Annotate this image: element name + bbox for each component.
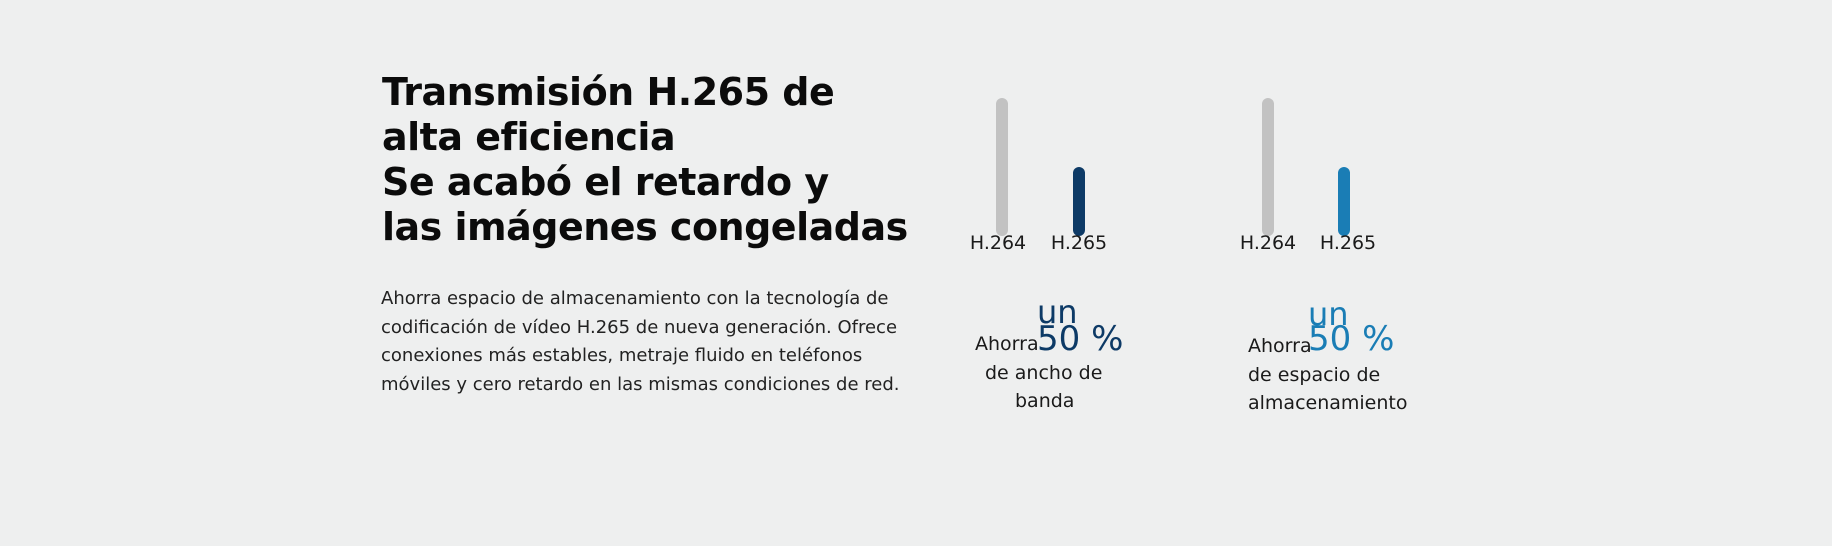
section-title: Transmisión H.265 de alta eficiencia Se … xyxy=(382,70,942,250)
caption-line: de ancho de xyxy=(985,362,1103,384)
percent-prefix: un xyxy=(1037,293,1078,331)
h265-label: H.265 xyxy=(1050,232,1108,254)
title-line: Se acabó el retardo y xyxy=(382,160,829,204)
h264-label: H.264 xyxy=(969,232,1027,254)
caption-line: de espacio de xyxy=(1248,364,1381,386)
h265-bar xyxy=(1338,167,1350,236)
title-line: Transmisión H.265 de xyxy=(382,70,835,114)
percent-value: 50 % xyxy=(1308,319,1395,359)
h265-bar xyxy=(1073,167,1085,236)
section-description: Ahorra espacio de almacenamiento con la … xyxy=(381,288,900,395)
title-line: alta eficiencia xyxy=(382,115,676,159)
h264-bar xyxy=(1262,98,1274,236)
caption-line: Ahorra xyxy=(975,333,1039,355)
percent-prefix: un xyxy=(1308,295,1349,333)
percent-value: 50 % xyxy=(1037,319,1124,359)
caption-line: Ahorra xyxy=(1248,335,1312,357)
h265-label: H.265 xyxy=(1319,232,1377,254)
caption-line: almacenamiento xyxy=(1248,392,1408,414)
title-line: las imágenes congeladas xyxy=(382,205,908,249)
caption-line: banda xyxy=(1015,390,1075,412)
h264-label: H.264 xyxy=(1239,232,1297,254)
h264-bar xyxy=(996,98,1008,236)
